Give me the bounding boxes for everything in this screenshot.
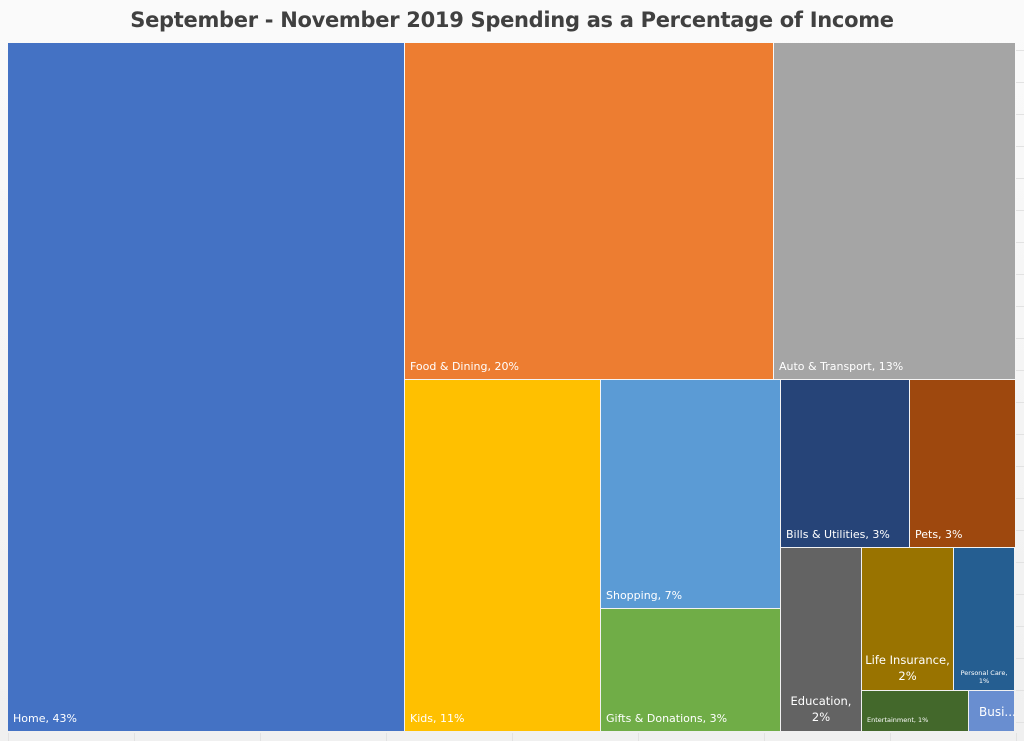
cell-label: Entertainment, 1% [867, 716, 929, 724]
treemap-cell-entertainment: Entertainment, 1% [862, 691, 968, 731]
chart-title: September - November 2019 Spending as a … [130, 8, 894, 32]
treemap-cell-home: Home, 43% [8, 43, 404, 731]
gridline [134, 733, 135, 741]
treemap-cell-gifts-donations: Gifts & Donations, 3% [601, 609, 780, 731]
gridline [1016, 690, 1024, 691]
cell-label: Life Insurance, 2% [865, 653, 950, 683]
cell-label: Food & Dining, 20% [410, 360, 519, 373]
gridline [1016, 562, 1024, 563]
gridline [1016, 338, 1024, 339]
cell-label: Bills & Utilities, 3% [786, 528, 890, 541]
gridline [1016, 434, 1024, 435]
gridline [1016, 274, 1024, 275]
cell-label: Busi... [979, 705, 1016, 719]
gridline [1016, 242, 1024, 243]
treemap-cell-busi: Busi... [969, 691, 1016, 731]
treemap-cell-pets: Pets, 3% [910, 380, 1015, 547]
gridline [512, 733, 513, 741]
cell-label: Kids, 11% [410, 712, 465, 725]
gridline [1016, 466, 1024, 467]
cell-label: Home, 43% [13, 712, 77, 725]
gridline [260, 733, 261, 741]
cell-label: Pets, 3% [915, 528, 963, 541]
gridline [638, 733, 639, 741]
gridline [1016, 210, 1024, 211]
gridline [1016, 402, 1024, 403]
treemap-cell-education: Education, 2% [781, 548, 861, 731]
cell-label: Personal Care, 1% [960, 669, 1008, 685]
gridline [8, 733, 9, 741]
gridline [1016, 178, 1024, 179]
gridline [890, 733, 891, 741]
gridline [1016, 626, 1024, 627]
gridline [1016, 82, 1024, 83]
cell-label: Gifts & Donations, 3% [606, 712, 728, 725]
gridline [1016, 658, 1024, 659]
treemap-cell-life-insurance: Life Insurance, 2% [862, 548, 953, 690]
treemap-cell-shopping: Shopping, 7% [601, 380, 780, 608]
treemap-cell-personal-care: Personal Care, 1% [954, 548, 1014, 690]
gridline [1016, 594, 1024, 595]
gridline [1016, 370, 1024, 371]
cell-label: Shopping, 7% [606, 589, 683, 602]
gridline [1016, 498, 1024, 499]
treemap-cell-kids: Kids, 11% [405, 380, 600, 731]
gridline [1016, 114, 1024, 115]
cell-label: Auto & Transport, 13% [779, 360, 904, 373]
gridline [1016, 722, 1024, 723]
gridline [1016, 733, 1017, 741]
treemap-cell-food-dining: Food & Dining, 20% [405, 43, 773, 379]
gridline [1016, 530, 1024, 531]
treemap-cell-bills-utilities: Bills & Utilities, 3% [781, 380, 909, 547]
gridline [1016, 146, 1024, 147]
gridline [1016, 50, 1024, 51]
cell-label: Education, 2% [790, 694, 852, 724]
gridline [764, 733, 765, 741]
gridline [386, 733, 387, 741]
gridline [1016, 306, 1024, 307]
treemap-cell-auto-transport: Auto & Transport, 13% [774, 43, 1015, 379]
